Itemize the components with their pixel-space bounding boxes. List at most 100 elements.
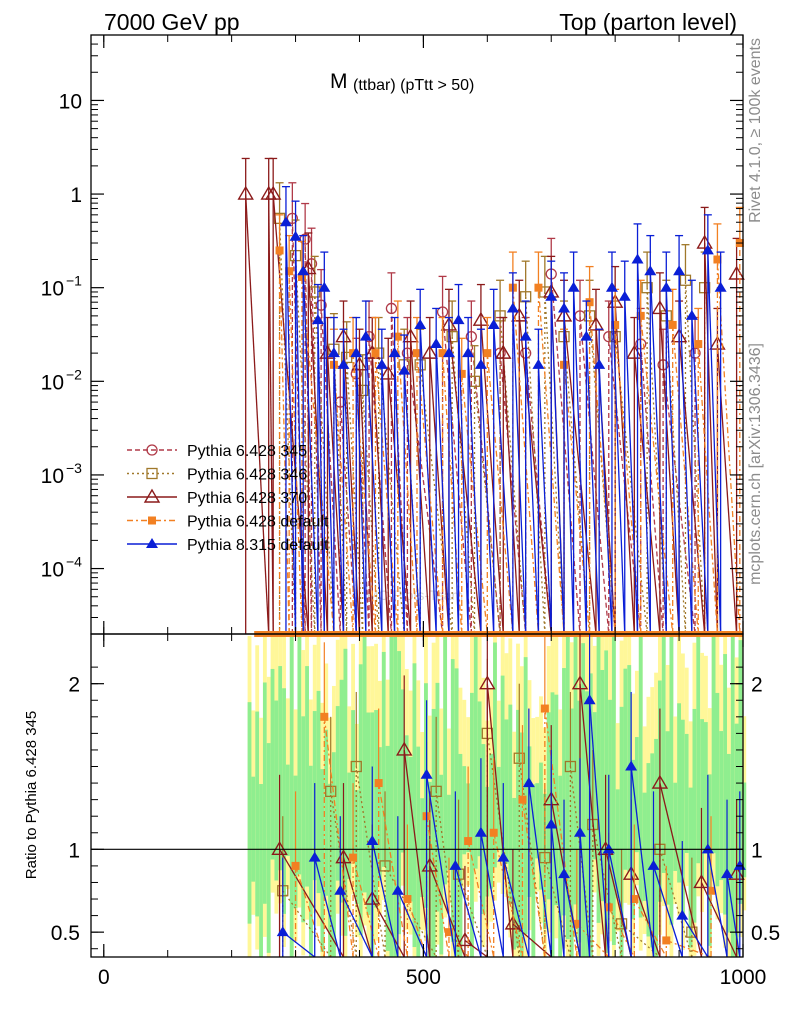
series-line — [518, 315, 552, 635]
ratio-line — [666, 939, 712, 958]
data-point — [337, 358, 350, 369]
series-line — [304, 239, 313, 635]
data-point — [398, 364, 411, 375]
ratio-ylabel: Ratio to Pythia 6.428 345 — [23, 711, 40, 879]
ratio-line — [425, 774, 456, 958]
series-4 — [279, 186, 727, 635]
series-line — [323, 287, 335, 635]
data-point — [375, 358, 388, 369]
ratio-band-inner — [585, 691, 589, 957]
legend-label: Pythia 6.428 default — [187, 514, 329, 531]
series-line — [716, 259, 741, 635]
ratio-line — [707, 849, 728, 958]
ratio-band-inner — [305, 666, 309, 887]
series-line — [486, 353, 514, 635]
ratio-band-inner — [401, 689, 405, 853]
series-line — [278, 218, 297, 635]
ratio-line — [282, 890, 332, 958]
y-tick-label: 10 — [59, 90, 82, 113]
data-point — [487, 318, 500, 329]
ratio-point — [721, 868, 734, 879]
ratio-y-tick-label: 0.5 — [51, 922, 80, 945]
ratio-line — [486, 683, 514, 958]
ratio-line — [659, 782, 703, 958]
ratio-band-inner — [704, 722, 708, 854]
legend-marker — [148, 516, 156, 525]
ratio-line — [681, 915, 709, 958]
ratio-band-inner — [661, 634, 666, 873]
series-line — [550, 296, 565, 635]
series-line — [245, 194, 270, 635]
ratio-series-3 — [276, 634, 746, 958]
series-line — [588, 315, 616, 635]
ratio-band-inner — [278, 666, 283, 871]
series-line — [659, 308, 680, 635]
ratio-point — [707, 886, 716, 895]
data-point — [430, 338, 443, 349]
data-point — [532, 358, 545, 369]
ratio-band-inner — [285, 764, 290, 856]
ratio-line — [502, 857, 530, 958]
ratio-band-inner — [523, 657, 528, 935]
series-line — [499, 353, 527, 635]
legend-marker — [143, 488, 161, 503]
ratio-line — [630, 766, 655, 958]
ratio-band-inner — [546, 712, 551, 900]
data-point — [414, 318, 427, 329]
ratio-band-inner — [581, 643, 586, 957]
series-line — [572, 287, 588, 635]
series-line — [633, 353, 661, 635]
ratio-line — [659, 849, 693, 958]
main-series — [237, 157, 745, 637]
series-line — [707, 250, 722, 635]
ratio-line — [339, 890, 373, 958]
ratio-band-inner — [412, 663, 417, 948]
ratio-band-inner — [316, 690, 321, 894]
series-line — [435, 344, 450, 635]
ratio-frame — [90, 633, 744, 958]
data-point — [545, 290, 558, 301]
series-line — [579, 315, 610, 635]
series-line — [640, 315, 674, 635]
ratio-point — [271, 840, 288, 856]
ratio-point — [701, 843, 714, 854]
ratio-band-inner — [408, 756, 413, 902]
ratio-band-inner — [354, 790, 359, 904]
legend-label: Pythia 8.315 default — [187, 537, 329, 554]
ratio-line — [371, 840, 399, 958]
ratio-band-inner — [742, 782, 747, 878]
ratio-band-inner — [320, 769, 325, 952]
ratio-band-inner — [347, 772, 352, 879]
plot-title: M — [330, 70, 348, 93]
series-line — [457, 320, 469, 635]
ratio-band-inner — [619, 706, 624, 957]
ratio-point — [504, 915, 522, 930]
data-point — [442, 347, 455, 358]
y-tick-exponent: −3 — [66, 460, 82, 476]
series-line — [416, 353, 444, 635]
ratio-line — [518, 758, 546, 958]
rivet-label: Rivet 4.1.0, ≥ 100k events — [747, 38, 764, 223]
series-line — [342, 364, 357, 635]
series-line — [678, 271, 693, 635]
series-line — [278, 250, 290, 635]
ratio-band-inner — [692, 708, 697, 923]
ratio-band-inner — [297, 634, 302, 875]
ratio-band-inner — [378, 747, 382, 881]
ratio-band-inner — [247, 702, 252, 924]
series-line — [288, 271, 303, 635]
ratio-line — [342, 857, 373, 958]
x-tick-label: 500 — [406, 966, 441, 989]
ratio-line — [652, 865, 683, 958]
ratio-band-inner — [611, 634, 616, 945]
ratio-band-inner — [374, 710, 379, 908]
data-point — [701, 244, 714, 255]
ratio-point — [676, 909, 689, 920]
ratio-band-inner — [688, 787, 693, 948]
ratio-point — [574, 826, 586, 837]
ratio-band-inner — [389, 634, 394, 957]
ratio-band-inner — [358, 664, 363, 936]
ratio-band-inner — [458, 753, 463, 957]
data-point — [311, 314, 324, 325]
ratio-band-inner — [558, 775, 563, 957]
